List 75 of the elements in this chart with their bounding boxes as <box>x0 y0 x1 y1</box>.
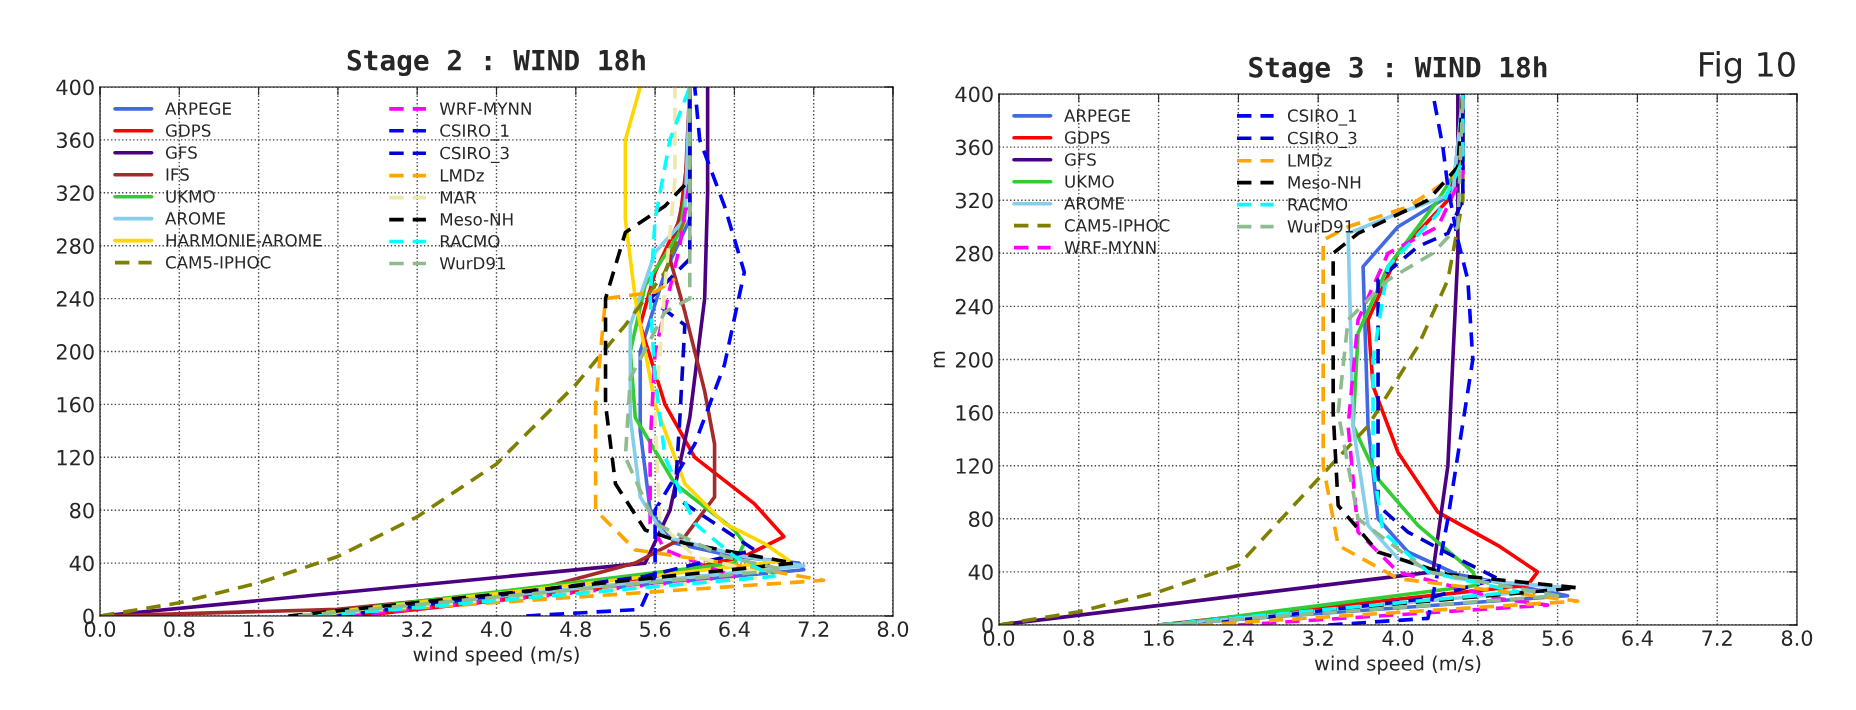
y-tick-label: 280 <box>955 245 993 262</box>
legend-label: MAR <box>440 191 477 204</box>
y-tick-label: 240 <box>56 291 94 307</box>
x-axis-title: wind speed (m/s) <box>1314 655 1481 675</box>
legend-label: AROME <box>1064 197 1124 210</box>
legend-label: CSIRO_1 <box>440 124 509 141</box>
legend-label: WurD91 <box>1287 220 1353 233</box>
x-tick-label: 4.8 <box>1462 630 1493 646</box>
y-tick-label: 200 <box>56 343 94 360</box>
legend-label: Meso-NH <box>440 213 513 226</box>
y-tick-label: 200 <box>955 351 993 368</box>
x-tick-label: 4.8 <box>560 621 591 637</box>
x-tick-label: 7.2 <box>798 621 829 637</box>
legend-label: WRF-MYNN <box>439 102 531 115</box>
caption: Fig 10 <box>1700 51 1795 84</box>
x-tick-label: 0.8 <box>164 621 195 637</box>
legend-label: GDPS <box>165 124 211 137</box>
y-tick-label: 240 <box>955 298 993 315</box>
x-tick-label: 3.2 <box>1303 630 1333 646</box>
legend-label: WurD91 <box>439 256 506 270</box>
legend-label: UKMO <box>166 190 215 203</box>
y-axis-title: m <box>933 351 945 368</box>
y-tick-label: 160 <box>956 405 993 421</box>
x-tick-label: 8.0 <box>877 621 909 637</box>
y-tick-label: 360 <box>955 139 993 156</box>
legend-label: RACMO <box>440 235 500 248</box>
x-tick-label: 3.2 <box>402 621 432 637</box>
chart-title: Stage 3 : WIND 18h <box>1249 56 1547 84</box>
y-tick-label: 40 <box>69 555 94 572</box>
legend-label: HARMONIE-AROME <box>166 234 322 247</box>
y-tick-label: 320 <box>955 192 993 209</box>
x-tick-label: 6.4 <box>1622 630 1653 646</box>
legend-label: LMDz <box>440 169 484 182</box>
x-tick-label: 1.6 <box>244 621 274 637</box>
y-tick-label: 320 <box>56 185 94 202</box>
legend-label: ARPEGE <box>165 102 231 115</box>
x-tick-label: 5.6 <box>640 621 671 637</box>
x-tick-label: 8.0 <box>1781 630 1813 646</box>
y-tick-label: 360 <box>56 132 94 149</box>
legend-label: ARPEGE <box>1064 109 1130 122</box>
legend-label: CSIRO_3 <box>440 146 509 163</box>
y-tick-label: 280 <box>56 238 94 254</box>
x-tick-label: 6.4 <box>719 621 750 637</box>
x-tick-label: 2.4 <box>322 621 354 637</box>
x-tick-label: 1.6 <box>1144 630 1174 646</box>
x-axis-title: wind speed (m/s) <box>413 646 579 666</box>
legend-label: CAM5-IPHOC <box>1064 219 1170 232</box>
y-tick-label: 400 <box>56 79 94 96</box>
x-tick-label: 5.6 <box>1542 630 1573 646</box>
legend-label: UKMO <box>1065 175 1114 188</box>
legend-label: LMDz <box>1288 154 1332 167</box>
y-tick-label: 120 <box>57 449 94 466</box>
x-tick-label: 2.4 <box>1223 630 1254 646</box>
legend-label: CSIRO_3 <box>1287 131 1357 149</box>
chart-title: Stage 2 : WIND 18h <box>347 49 645 77</box>
legend-label: CAM5-IPHOC <box>165 256 271 269</box>
y-tick-label: 120 <box>956 458 993 474</box>
y-tick-label: 160 <box>57 396 94 413</box>
legend-label: WRF-MYNN <box>1064 241 1156 254</box>
y-tick-label: 80 <box>969 511 993 528</box>
legend-label: CSIRO_1 <box>1287 109 1357 126</box>
legend-label: GDPS <box>1064 131 1110 144</box>
y-tick-label: 40 <box>968 564 993 581</box>
x-tick-label: 4.0 <box>1382 630 1414 646</box>
legend-label: GFS <box>1064 153 1096 166</box>
legend-label: GFS <box>165 146 197 159</box>
y-tick-label: 400 <box>955 86 993 103</box>
x-tick-label: 4.0 <box>480 621 512 637</box>
legend-label: Meso-NH <box>1288 176 1361 189</box>
legend-label: IFS <box>166 168 189 181</box>
x-tick-label: 0.8 <box>1063 630 1094 646</box>
x-tick-label: 7.2 <box>1702 630 1732 646</box>
y-tick-label: 80 <box>70 502 94 519</box>
legend-label: RACMO <box>1288 198 1348 211</box>
legend-label: AROME <box>165 212 225 225</box>
